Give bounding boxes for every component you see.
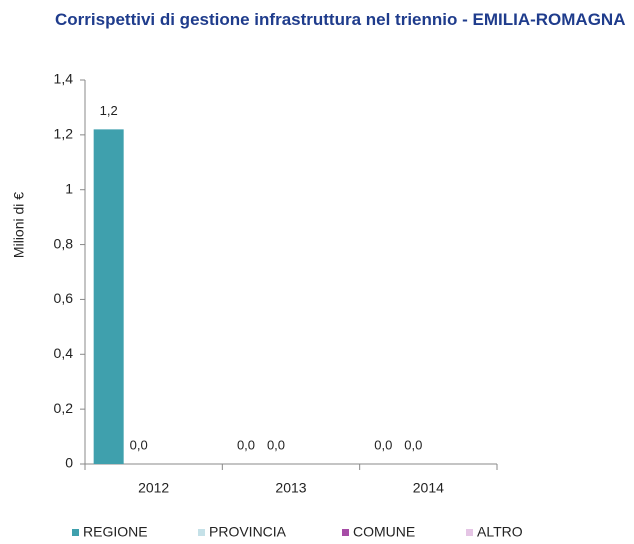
y-axis-label: Milioni di € [11, 192, 27, 258]
value-label: 0,0 [267, 437, 285, 452]
legend-swatch [72, 529, 79, 536]
y-tick-label: 0 [65, 455, 73, 471]
chart-title: Corrispettivi di gestione infrastruttura… [55, 10, 626, 29]
x-tick-label: 2014 [413, 480, 444, 496]
legend-swatch [342, 529, 349, 536]
legend-label: COMUNE [353, 524, 415, 540]
x-tick-label: 2013 [275, 480, 306, 496]
y-tick-label: 0,8 [54, 235, 74, 251]
legend-swatch [198, 529, 205, 536]
y-tick-label: 1,4 [54, 71, 74, 87]
legend-swatch [466, 529, 473, 536]
y-tick-label: 1,2 [54, 126, 74, 142]
y-tick-label: 0,4 [54, 345, 74, 361]
value-label: 0,0 [237, 437, 255, 452]
value-label: 0,0 [374, 437, 392, 452]
y-tick-label: 1 [65, 180, 73, 196]
x-tick-label: 2012 [138, 480, 169, 496]
y-tick-label: 0,6 [54, 290, 74, 306]
value-label: 0,0 [404, 437, 422, 452]
legend-label: ALTRO [477, 524, 523, 540]
y-tick-label: 0,2 [54, 400, 74, 416]
legend-label: PROVINCIA [209, 524, 287, 540]
value-label: 1,2 [100, 103, 118, 118]
bar [93, 129, 124, 464]
legend-label: REGIONE [83, 524, 148, 540]
value-label: 0,0 [130, 437, 148, 452]
